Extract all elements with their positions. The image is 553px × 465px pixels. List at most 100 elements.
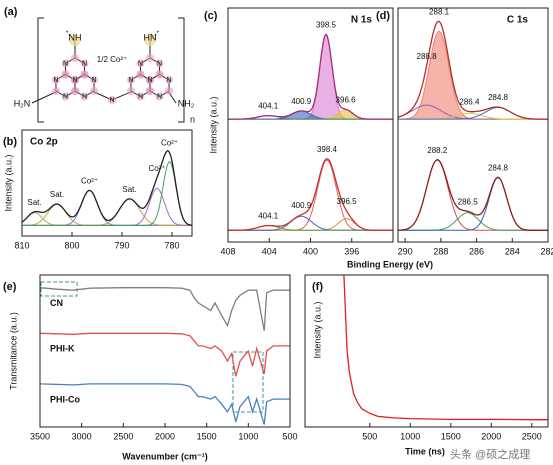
atom-label: N — [82, 60, 87, 67]
series-line — [343, 275, 548, 421]
atom-highlight — [61, 92, 70, 101]
panel-label: (a) — [4, 6, 18, 18]
panel-label: (f) — [312, 281, 323, 293]
peak-label: Sat. — [27, 198, 41, 207]
atom-highlight — [155, 59, 164, 68]
fit-peak — [228, 159, 393, 231]
atom-highlight — [126, 76, 135, 84]
series-label: CN — [50, 298, 63, 308]
atom-label: N — [138, 93, 143, 100]
series-label: PHI-Co — [50, 394, 80, 404]
peak-label: 404.1 — [258, 212, 279, 221]
atom-label: N — [147, 77, 152, 84]
atom-highlight — [61, 59, 70, 68]
atom-highlight — [136, 70, 145, 79]
x-tick-label: 3000 — [72, 431, 92, 441]
peak-label: 288.2 — [427, 146, 448, 155]
peak-label: 284.8 — [488, 93, 509, 102]
bracket — [37, 17, 185, 123]
atom-highlight — [90, 87, 99, 95]
fit-peak — [228, 34, 393, 120]
x-axis-label: Binding Energy (eV) — [347, 259, 433, 269]
panel-title: C 1s — [507, 15, 529, 26]
x-tick-label: 408 — [220, 246, 235, 256]
peak-label: 288.1 — [429, 8, 450, 17]
envelope — [398, 20, 548, 120]
atom-label: N — [63, 93, 68, 100]
highlight — [144, 34, 156, 46]
atom-label: N — [72, 77, 77, 84]
x-tick-label: 790 — [114, 240, 129, 250]
envelope — [398, 159, 548, 231]
peak-label: 404.1 — [258, 102, 279, 111]
atom-highlight — [146, 54, 154, 62]
plot-area — [40, 287, 290, 425]
chart: (e) Transmitance (a.u.) Wavenumber (cm⁻¹) 3… — [3, 274, 298, 461]
atom-highlight — [165, 76, 174, 84]
amine-label: NH — [69, 32, 82, 42]
atom-label: N — [157, 93, 162, 100]
fit-peak — [22, 161, 192, 226]
x-axis-label: Time (ns) — [405, 446, 445, 456]
x-tick-label: 282 — [540, 246, 553, 256]
x-tick-label: 800 — [64, 240, 79, 250]
atom-highlight — [90, 76, 99, 84]
bond — [31, 42, 177, 104]
envelope — [228, 158, 393, 231]
atom-highlight — [108, 96, 116, 104]
panel-title: N 1s — [351, 15, 373, 26]
atom-highlight — [71, 87, 79, 95]
peak-label: Sat. — [50, 190, 64, 199]
peak-label: 400.9 — [291, 97, 312, 106]
highlight-box — [40, 281, 78, 297]
axes-frame — [21, 129, 193, 237]
cobalt-label: 1/2 Co²⁺ — [97, 55, 127, 64]
x-tick-label: 3500 — [30, 431, 50, 441]
atom-highlight — [80, 59, 89, 68]
atom-highlight — [165, 87, 174, 95]
x-tick-label: 500 — [362, 431, 377, 441]
x-tick-label: 404 — [262, 246, 277, 256]
panel-title: Co 2p — [30, 137, 58, 148]
plot-area — [398, 20, 548, 231]
x-tick-label: 2500 — [522, 431, 542, 441]
peak-label: 286.4 — [459, 98, 480, 107]
plot-area — [343, 275, 548, 421]
x-axis-label: Wavenumber (cm⁻¹) — [122, 451, 207, 461]
peak-label: 286.5 — [458, 197, 479, 206]
atom-highlight — [136, 59, 145, 68]
fit-peak — [398, 212, 548, 231]
x-tick-label: 1000 — [238, 431, 258, 441]
peak-label: 288.8 — [417, 52, 438, 61]
peak-label: Sat. — [122, 185, 136, 194]
x-tick-label: 1000 — [400, 431, 420, 441]
x-tick-label: 400 — [303, 246, 318, 256]
structure-diagram: (a) NH HN 1/2 Co²⁺ H₂N NH₂ n N N N N N N N N N N N… — [4, 6, 195, 124]
atom-highlight — [155, 92, 164, 101]
plot-area — [228, 33, 393, 231]
y-axis-label: Intensity (a.u.) — [312, 301, 322, 358]
chart: (b) Co 2p Intensity (a.u.) 810 800 790 780 Sat.… — [3, 129, 193, 250]
atom-label: N — [109, 97, 114, 104]
atom-highlight — [155, 70, 164, 79]
atom-label: N — [167, 77, 172, 84]
x-tick-label: 1500 — [441, 431, 461, 441]
atom-label: N — [157, 60, 162, 67]
x-tick-label: 500 — [282, 431, 297, 441]
fit-peak — [22, 198, 192, 226]
atom-highlight — [146, 87, 154, 95]
atom-highlight — [51, 76, 60, 84]
series-line — [40, 383, 290, 425]
y-axis-label: Intensity (a.u.) — [208, 96, 218, 153]
series-line — [40, 332, 290, 377]
atom-highlight — [80, 92, 89, 101]
amine-label: H₂N — [14, 98, 31, 108]
envelope — [228, 33, 393, 120]
repeat-label: n — [190, 114, 195, 124]
atom-label: N — [128, 77, 133, 84]
envelope — [22, 150, 192, 226]
peak-label: 396.5 — [337, 197, 358, 206]
amine-label: NH₂ — [178, 98, 195, 108]
panel-label: (e) — [3, 281, 17, 293]
bond — [65, 29, 160, 43]
